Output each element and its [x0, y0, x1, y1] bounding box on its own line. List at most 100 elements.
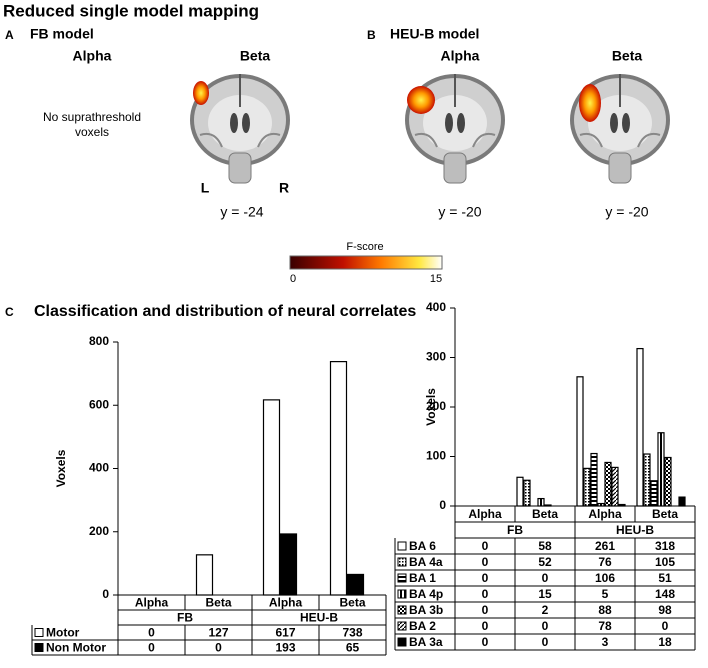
- activation: [579, 84, 601, 122]
- side-label: L: [201, 180, 210, 196]
- table-value: 0: [482, 555, 489, 569]
- x-tick-label: Beta: [339, 596, 365, 610]
- ventricle: [610, 113, 618, 133]
- activation: [407, 86, 435, 114]
- panel-title: FB model: [30, 26, 94, 42]
- table-value: 0: [482, 571, 489, 585]
- table-value: 65: [346, 641, 360, 655]
- table-value: 58: [538, 539, 552, 553]
- table-value: 0: [148, 641, 155, 655]
- panel-letter: C: [5, 305, 14, 319]
- table-value: 738: [342, 626, 362, 640]
- legend-label: Motor: [46, 626, 80, 640]
- legend-label: Non Motor: [46, 641, 106, 655]
- table-value: 76: [598, 555, 612, 569]
- colorbar-tick: 15: [430, 273, 442, 285]
- table-value: 0: [482, 603, 489, 617]
- table-value: 0: [482, 587, 489, 601]
- image-note: No suprathreshold: [43, 110, 141, 124]
- bar: [590, 452, 598, 507]
- table-value: 148: [655, 587, 675, 601]
- legend-swatch: [397, 621, 407, 631]
- table-value: 0: [542, 635, 549, 649]
- legend-swatch: [397, 589, 407, 599]
- bar: [650, 480, 658, 507]
- table-value: 106: [595, 571, 615, 585]
- bar: [279, 533, 298, 596]
- table-value: 15: [538, 587, 552, 601]
- sulcus: [414, 132, 438, 148]
- table-value: 98: [658, 603, 672, 617]
- y-tick-label: 200: [426, 399, 446, 413]
- legend-swatch: [34, 643, 44, 652]
- x-tick-label: Beta: [652, 507, 678, 521]
- table-value: 51: [658, 571, 672, 585]
- y-tick-label: 800: [89, 334, 109, 348]
- legend-swatch: [397, 541, 407, 551]
- x-tick-label: Beta: [532, 507, 558, 521]
- group-label: HEU-B: [300, 611, 338, 625]
- y-tick-label: 0: [439, 498, 446, 512]
- table-value: 617: [275, 626, 295, 640]
- table-value: 0: [482, 539, 489, 553]
- table-value: 0: [542, 619, 549, 633]
- table-value: 261: [595, 539, 615, 553]
- sulcus: [579, 132, 603, 148]
- y-tick-label: 200: [89, 524, 109, 538]
- activation: [193, 81, 209, 105]
- brainstem: [608, 152, 632, 184]
- y-axis-label: Voxels: [424, 388, 438, 426]
- legend-swatch: [397, 573, 407, 583]
- table-value: 0: [482, 635, 489, 649]
- x-tick-label: Alpha: [468, 507, 502, 521]
- table-value: 18: [658, 635, 672, 649]
- image-label: Alpha: [73, 48, 112, 64]
- sulcus: [637, 132, 661, 148]
- bar: [636, 347, 644, 507]
- bar: [516, 476, 524, 507]
- bar: [523, 479, 531, 507]
- legend-swatch: [34, 628, 44, 637]
- white-matter: [588, 95, 652, 151]
- bar: [604, 461, 612, 507]
- panel-title: HEU-B model: [390, 26, 479, 42]
- x-tick-label: Alpha: [269, 596, 303, 610]
- legend-label: BA 3b: [409, 603, 443, 617]
- image-coord: y = -20: [605, 204, 648, 220]
- brainstem: [228, 152, 252, 184]
- image-coord: y = -24: [220, 204, 263, 220]
- image-note: voxels: [75, 125, 109, 139]
- sulcus: [199, 132, 223, 148]
- table-value: 0: [482, 619, 489, 633]
- table-value: 0: [148, 626, 155, 640]
- side-label: R: [279, 180, 289, 196]
- ventricle: [242, 113, 250, 133]
- legend-label: BA 4a: [409, 555, 443, 569]
- table-value: 2: [542, 603, 549, 617]
- group-label: FB: [177, 611, 193, 625]
- ventricle: [622, 113, 630, 133]
- sulcus: [472, 132, 496, 148]
- legend-label: BA 6: [409, 539, 436, 553]
- y-tick-label: 300: [426, 350, 446, 364]
- table-value: 0: [542, 571, 549, 585]
- colorbar-tick: 0: [290, 273, 296, 285]
- bar: [329, 361, 348, 596]
- bar: [195, 554, 214, 596]
- legend-swatch: [397, 557, 407, 567]
- ventricle: [445, 113, 453, 133]
- bar: [346, 573, 365, 596]
- bar: [576, 376, 584, 507]
- bar: [664, 456, 672, 507]
- table-value: 318: [655, 539, 675, 553]
- legend-swatch: [397, 637, 407, 647]
- y-tick-label: 400: [89, 461, 109, 475]
- table-value: 88: [598, 603, 612, 617]
- colorbar-title: F-score: [346, 241, 383, 253]
- panel-letter: B: [367, 28, 376, 42]
- table-value: 3: [602, 635, 609, 649]
- y-tick-label: 600: [89, 397, 109, 411]
- image-label: Beta: [240, 48, 271, 64]
- bar: [657, 432, 665, 507]
